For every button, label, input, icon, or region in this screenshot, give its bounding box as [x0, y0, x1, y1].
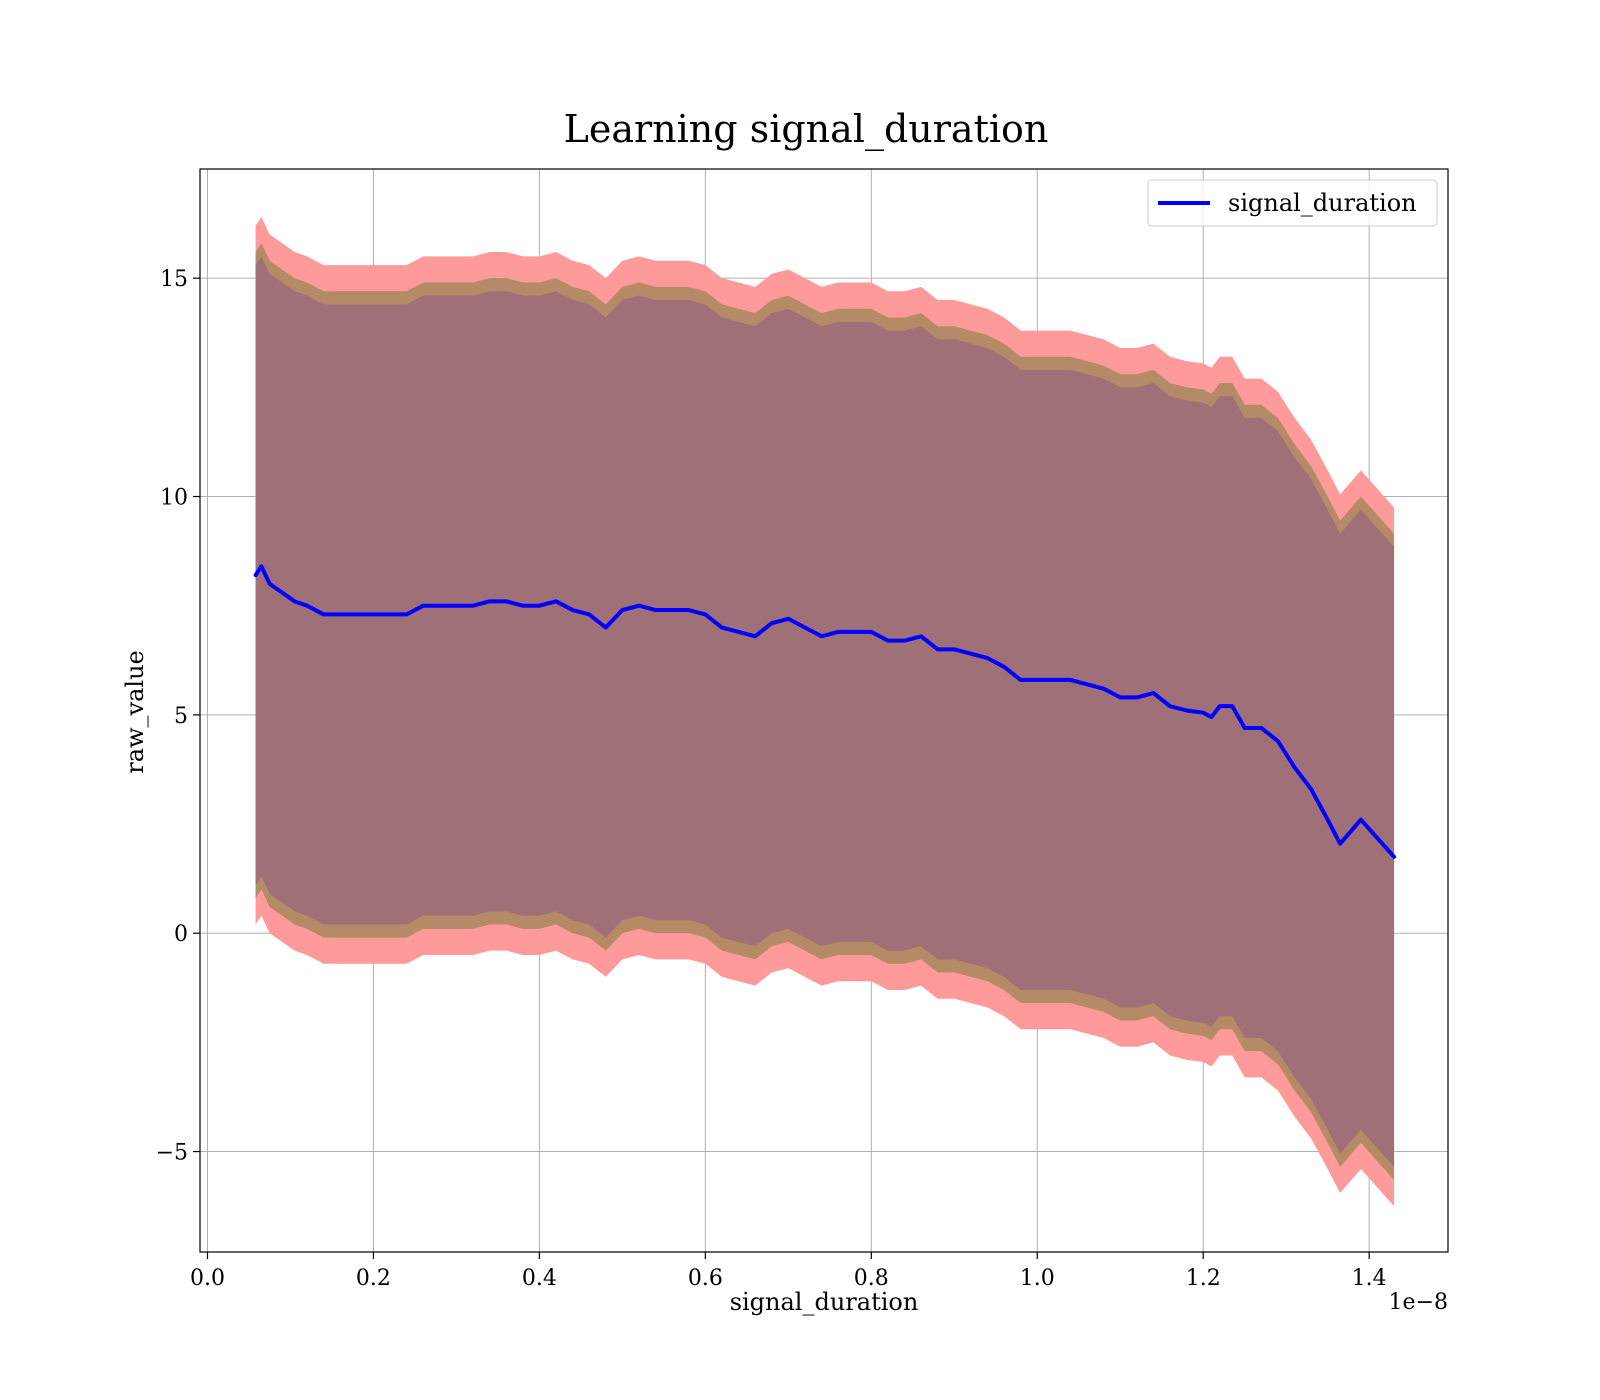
x-tick-label: 0.2	[356, 1266, 391, 1291]
signal-duration-line	[253, 564, 1397, 859]
legend-label: signal_duration	[1228, 189, 1417, 217]
x-offset-label: 1e−8	[1389, 1290, 1448, 1315]
x-tick-label: 0.6	[688, 1266, 723, 1291]
x-tick-label: 1.0	[1020, 1266, 1055, 1291]
confidence-bands	[255, 217, 1395, 1207]
x-axis-label: signal_duration	[730, 1288, 919, 1316]
plot-frame	[199, 168, 1449, 1253]
y-tick-label: 5	[174, 704, 188, 729]
series-lines	[253, 564, 1397, 859]
y-tick-label: −5	[156, 1141, 188, 1166]
y-tick-label: 15	[160, 267, 188, 292]
legend: signal_duration	[1147, 179, 1438, 227]
x-tick-label: 0.0	[190, 1266, 225, 1291]
x-tick-label: 1.2	[1186, 1266, 1221, 1291]
y-axis-label: raw_value	[121, 650, 149, 774]
confidence-band-3	[255, 256, 1395, 1167]
y-tick-label: 0	[174, 922, 188, 947]
axis-ticks: 0.0 0.2 0.4 0.6 0.8 1.0 1.2 1.4 −5 0 5 10 15	[156, 267, 1387, 1291]
chart-title: Learning signal_duration	[564, 107, 1049, 152]
y-tick-label: 10	[160, 486, 188, 511]
x-tick-label: 0.8	[854, 1266, 889, 1291]
x-tick-label: 0.4	[522, 1266, 557, 1291]
legend-box	[1147, 179, 1438, 227]
x-tick-label: 1.4	[1352, 1266, 1387, 1291]
